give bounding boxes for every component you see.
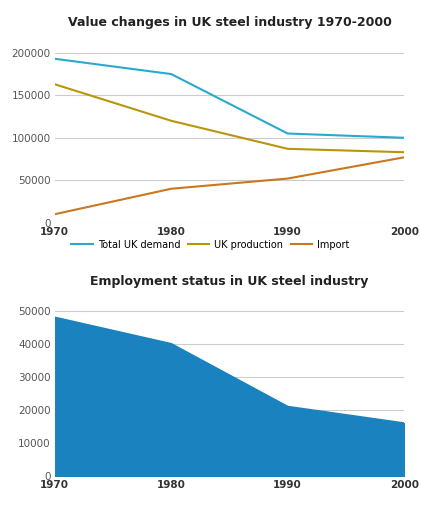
Title: Employment status in UK steel industry: Employment status in UK steel industry (90, 274, 369, 288)
Title: Value changes in UK steel industry 1970-2000: Value changes in UK steel industry 1970-… (67, 16, 392, 29)
Legend: Total UK demand, UK production, Import: Total UK demand, UK production, Import (67, 236, 354, 254)
